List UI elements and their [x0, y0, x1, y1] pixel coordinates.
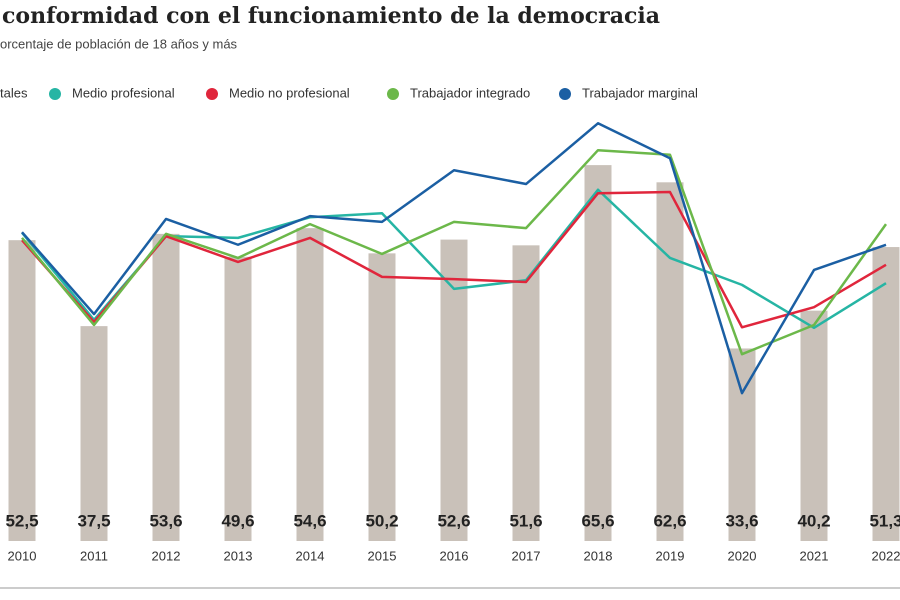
chart-subtitle: orcentaje de población de 18 años y más [0, 36, 238, 51]
legend-marker [206, 88, 218, 100]
value-label: 52,5 [5, 511, 38, 530]
x-tick-label: 2012 [152, 548, 181, 563]
x-tick-label: 2021 [800, 548, 829, 563]
value-label: 37,5 [77, 511, 110, 530]
bar [872, 247, 900, 541]
x-tick-label: 2010 [8, 548, 37, 563]
legend-marker [49, 88, 61, 100]
x-tick-label: 2016 [440, 548, 469, 563]
chart-title: conformidad con el funcionamiento de la … [2, 3, 660, 29]
bar [152, 233, 180, 541]
x-tick-label: 2011 [80, 548, 108, 563]
value-label: 51,3 [869, 511, 900, 530]
bar [80, 326, 108, 541]
line [21, 122, 887, 395]
value-label: 33,6 [725, 511, 758, 530]
bar [656, 182, 684, 541]
bar [440, 239, 468, 542]
bar [800, 310, 828, 541]
x-tick-label: 2013 [224, 548, 253, 563]
bar [368, 253, 396, 541]
legend-label: Medio profesional [72, 85, 175, 100]
line [21, 190, 887, 329]
legend-marker [559, 88, 571, 100]
legend-marker [387, 88, 399, 100]
legend-label: tales [0, 85, 28, 100]
x-tick-label: 2018 [584, 548, 613, 563]
legend-label: Trabajador marginal [582, 85, 698, 100]
x-tick-label: 2015 [368, 548, 397, 563]
x-tick-label: 2020 [728, 548, 757, 563]
legend-label: Trabajador integrado [410, 85, 530, 100]
bar [296, 228, 324, 541]
bar [512, 245, 540, 541]
value-label: 54,6 [293, 511, 326, 530]
value-label: 53,6 [149, 511, 182, 530]
x-tick-label: 2019 [656, 548, 685, 563]
value-label: 51,6 [509, 511, 542, 530]
value-label: 50,2 [365, 511, 398, 530]
bar [728, 348, 756, 541]
line [21, 148, 888, 356]
x-tick-label: 2017 [512, 548, 541, 563]
value-label: 62,6 [653, 511, 686, 530]
bar [8, 240, 36, 542]
bar [584, 165, 612, 541]
x-tick-label: 2022 [872, 548, 900, 563]
value-label: 52,6 [437, 511, 470, 530]
x-tick-label: 2014 [296, 548, 325, 563]
value-label: 49,6 [221, 511, 254, 530]
value-label: 40,2 [797, 511, 830, 530]
bar [224, 256, 252, 541]
value-label: 65,6 [581, 511, 614, 530]
legend-label: Medio no profesional [229, 85, 350, 100]
